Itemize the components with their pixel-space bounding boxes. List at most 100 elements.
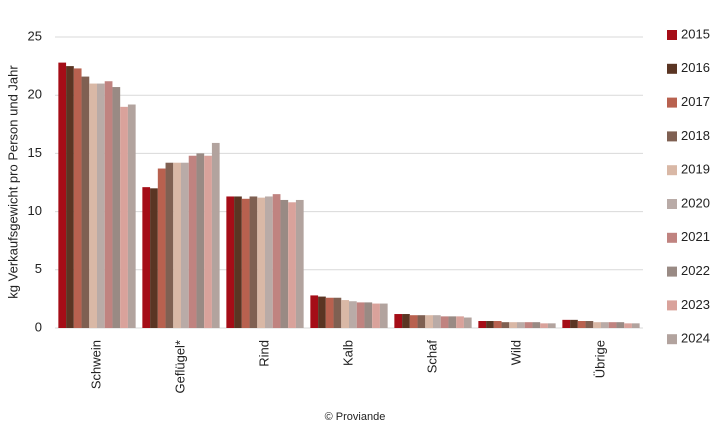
- bar: [608, 322, 617, 328]
- bar: [196, 153, 205, 328]
- x-tick-label: Schaf: [424, 340, 439, 374]
- y-tick-label: 5: [35, 261, 42, 276]
- bar: [456, 316, 464, 328]
- bar: [241, 198, 250, 328]
- legend-swatch: [667, 63, 677, 74]
- bar: [318, 296, 326, 328]
- bar: [81, 76, 90, 329]
- bar: [157, 168, 166, 328]
- y-tick-label: 20: [28, 87, 42, 102]
- legend-swatch: [667, 199, 677, 209]
- legend-swatch: [667, 232, 677, 243]
- bar: [478, 321, 487, 328]
- bar: [593, 322, 601, 328]
- bar: [150, 188, 158, 328]
- legend-label: 2015: [681, 26, 710, 41]
- bar: [89, 83, 97, 328]
- bar: [517, 322, 525, 328]
- bar: [341, 300, 349, 328]
- bar: [486, 321, 494, 328]
- bar: [356, 302, 365, 328]
- bar: [295, 199, 304, 328]
- legend-swatch: [667, 300, 677, 311]
- x-tick-label: Übrige: [592, 340, 607, 378]
- bar: [234, 196, 242, 328]
- bar: [532, 322, 541, 328]
- bar: [547, 323, 556, 328]
- legend-label: 2017: [681, 94, 710, 109]
- x-tick-label: Kalb: [340, 340, 355, 366]
- bar: [181, 162, 189, 328]
- bar: [104, 81, 113, 329]
- legend-label: 2018: [681, 128, 710, 143]
- bar: [288, 202, 296, 328]
- legend-label: 2019: [681, 162, 710, 177]
- bar: [463, 317, 472, 328]
- bar: [310, 295, 319, 328]
- bar: [570, 319, 578, 328]
- bar: [524, 322, 533, 328]
- bar: [394, 314, 403, 328]
- bar: [364, 302, 373, 328]
- bar: [257, 197, 265, 328]
- bar: [402, 314, 410, 328]
- bar: [379, 303, 388, 328]
- bar: [409, 315, 418, 328]
- bar: [127, 104, 136, 329]
- bar: [601, 322, 609, 328]
- bar: [112, 87, 121, 328]
- bar: [188, 155, 197, 328]
- x-tick-label: Wild: [508, 340, 523, 365]
- legend-label: 2020: [681, 195, 710, 210]
- bar: [349, 301, 357, 328]
- bar: [249, 196, 258, 328]
- bar: [501, 322, 510, 328]
- legend-label: 2016: [681, 60, 710, 75]
- legend-label: 2024: [681, 331, 710, 346]
- bar: [272, 194, 281, 328]
- bar: [577, 321, 586, 328]
- bar: [585, 321, 594, 328]
- bar: [280, 199, 289, 328]
- legend-swatch: [667, 165, 677, 176]
- bar: [226, 196, 235, 328]
- bar: [493, 321, 502, 328]
- bar: [173, 162, 181, 328]
- y-tick-label: 10: [28, 203, 42, 218]
- bar: [509, 322, 517, 328]
- bar: [265, 196, 273, 328]
- legend-label: 2022: [681, 263, 710, 278]
- bar: [97, 83, 105, 328]
- x-tick-label: Schwein: [88, 340, 103, 389]
- bar: [120, 106, 128, 328]
- bar: [333, 297, 342, 328]
- bar: [440, 316, 449, 328]
- legend-swatch: [667, 334, 677, 345]
- bar: [58, 62, 67, 328]
- legend-swatch: [667, 131, 677, 142]
- bar: [204, 155, 212, 328]
- legend-swatch: [667, 30, 677, 40]
- bar: [616, 322, 625, 328]
- bar: [66, 66, 74, 328]
- y-axis-label: kg Verkaufsgewicht pro Person und Jahr: [5, 65, 20, 299]
- bar: [540, 323, 548, 328]
- bar: [325, 297, 334, 328]
- bar: [211, 142, 220, 328]
- y-tick-label: 0: [35, 319, 42, 334]
- bar: [372, 303, 380, 328]
- bar: [624, 323, 632, 328]
- legend-label: 2021: [681, 229, 710, 244]
- legend-label: 2023: [681, 297, 710, 312]
- y-tick-label: 15: [28, 145, 42, 160]
- bar: [562, 319, 571, 328]
- legend-swatch: [667, 97, 677, 108]
- legend-swatch: [667, 266, 677, 277]
- bar: [165, 162, 174, 328]
- bar: [631, 323, 640, 328]
- bar: [417, 315, 426, 328]
- bar: [448, 316, 457, 328]
- bar: [73, 68, 82, 328]
- x-tick-label: Rind: [256, 340, 271, 367]
